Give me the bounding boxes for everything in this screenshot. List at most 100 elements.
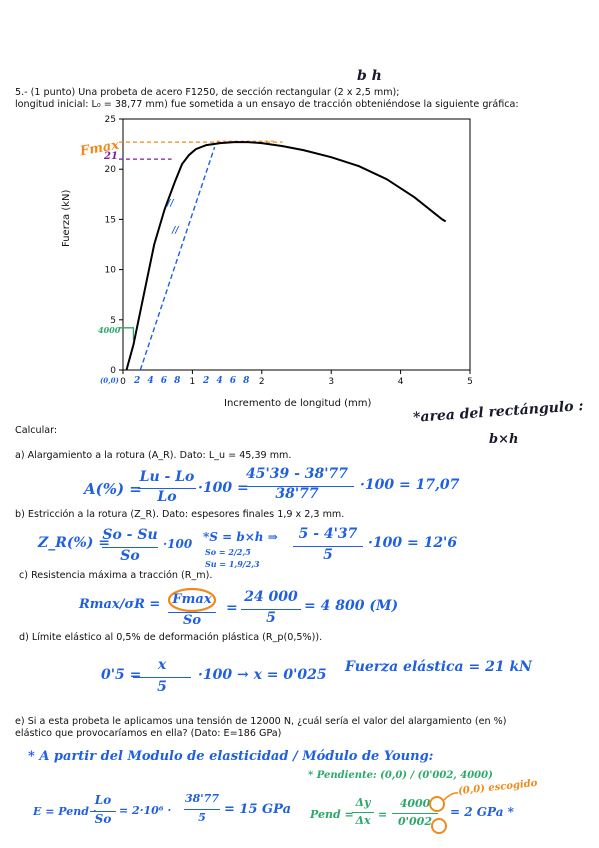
- qd-frac1: x 5: [132, 657, 192, 695]
- qe-frac2: 38'77 5: [182, 792, 222, 824]
- qe-pend-lhs: Pend =: [310, 808, 354, 821]
- tensile-chart: 0 1 2 3 4 5 0 5 10 15 20 25: [105, 115, 473, 387]
- qe-pend-num: Δy: [355, 796, 371, 809]
- qa-frac2: 45'39 - 38'77 38'77: [238, 466, 356, 502]
- qd-num1: x: [157, 657, 167, 673]
- qa-den1: Lo: [157, 489, 177, 505]
- qd-bar1: [133, 677, 191, 678]
- chart-frame: [122, 118, 471, 371]
- qc-lhs: Rmax/σR =: [79, 597, 161, 612]
- parallel-mark-1: //: [167, 199, 174, 209]
- question-a: a) Alargamiento a la rotura (A_R). Dato:…: [15, 450, 292, 461]
- x-tick-label: 3: [328, 377, 334, 387]
- origin-annotation: (0,0): [100, 376, 119, 385]
- qc-frac1: Fmax So: [165, 592, 219, 628]
- qe-lhs: E = Pend ·: [33, 805, 97, 818]
- qe-num1: Lo: [94, 793, 112, 807]
- qe-result: = 15 GPa: [224, 802, 291, 817]
- qe-pend-frac2: 4000 0'002: [390, 797, 440, 828]
- qe-heading: * A partir del Modulo de elasticidad / M…: [28, 749, 434, 764]
- qc-num2: 24 000: [244, 589, 298, 605]
- qe-frac1: Lo So: [89, 793, 117, 826]
- qc-den1: So: [182, 613, 202, 628]
- y-tick-label: 10: [105, 266, 117, 276]
- qe-pend-eq: =: [378, 808, 388, 821]
- qe-pend-den: Δx: [355, 814, 371, 827]
- qe-den2: 5: [198, 811, 206, 824]
- qd-den1: 5: [157, 679, 167, 695]
- y-tick-label: 25: [105, 115, 116, 125]
- calcular-label: Calcular:: [15, 425, 58, 436]
- parallel-mark-2: //: [172, 226, 179, 236]
- f21-annotation: 21: [104, 151, 118, 162]
- y-tick-label: 0: [110, 366, 116, 376]
- origin-arrow: [443, 792, 459, 801]
- qe-pend-bar2: [392, 813, 438, 814]
- qa-result: ·100 = 17,07: [360, 477, 460, 493]
- problem-line-1: 5.- (1 punto) Una probeta de acero F1250…: [15, 87, 400, 98]
- plot-area: [122, 118, 471, 371]
- qd-result: ·100 → x = 0'025: [198, 667, 327, 683]
- qc-den2: 5: [266, 610, 276, 626]
- question-e-line-1: e) Si a esta probeta le aplicamos una te…: [15, 716, 507, 727]
- qa-bar2: [240, 486, 354, 487]
- qe-pend-result: = 2 GPa *: [450, 805, 514, 819]
- qe-den1: So: [94, 812, 112, 826]
- qb-bar2: [293, 546, 363, 547]
- x-axis-label: Incremento de longitud (mm): [224, 398, 372, 409]
- qc-bar2: [241, 609, 301, 610]
- x-tick-label: 0: [120, 377, 126, 387]
- qb-frac2: 5 - 4'37 5: [292, 526, 364, 563]
- qb-note1: *S = b×h ⇒: [203, 530, 278, 544]
- question-d: d) Límite elástico al 0,5% de deformació…: [19, 632, 323, 643]
- chart-annotations: [119, 140, 283, 371]
- problem-line-2: longitud inicial: L₀ = 38,77 mm) fue som…: [15, 99, 519, 110]
- qd-note: Fuerza elástica = 21 kN: [345, 659, 532, 675]
- qc-num1: Fmax: [172, 592, 212, 607]
- qb-mul1: ·100: [163, 537, 193, 551]
- qb-note2: So = 2/2,5: [205, 547, 251, 557]
- qb-result: ·100 = 12'6: [368, 535, 458, 551]
- qc-result: = 4 800 (M): [304, 598, 399, 614]
- chart-ticks: 0 1 2 3 4 5 0 5 10 15 20 25: [105, 115, 473, 387]
- minor-ticks-1: 2 4 6 8: [134, 376, 183, 386]
- qe-pend-bar1: [352, 812, 374, 813]
- qe-pend-note: * Pendiente: (0,0) / (0'002, 4000): [308, 770, 493, 781]
- question-e-line-2: elástico que provocaríamos en ella? (Dat…: [15, 728, 282, 739]
- qc-bar1: [168, 612, 216, 613]
- qb-den2: 5: [323, 547, 333, 563]
- qa-num2: 45'39 - 38'77: [245, 466, 349, 482]
- qb-frac1: So - Su So: [101, 527, 159, 564]
- qe-bar1: [90, 811, 116, 812]
- qb-num1: So - Su: [102, 527, 158, 543]
- qa-den2: 38'77: [275, 486, 319, 502]
- qe-pend-den2: 0'002: [398, 815, 432, 828]
- f4000-annotation: 4000: [98, 325, 121, 335]
- chart-series: [125, 141, 447, 371]
- qb-bar1: [102, 547, 158, 548]
- minor-ticks-2: 2 4 6 8: [203, 376, 252, 386]
- qe-mid: = 2·10⁶ ·: [119, 804, 172, 817]
- qe-pend-frac1: Δy Δx: [352, 796, 374, 827]
- x-tick-label: 1: [190, 377, 196, 387]
- qa-frac1: Lu - Lo Lo: [137, 469, 197, 505]
- x-tick-label: 2: [259, 377, 265, 387]
- y-axis-label: Fuerza (kN): [61, 189, 72, 247]
- qc-eq: =: [226, 600, 238, 616]
- qe-pend-num2: 4000: [399, 797, 431, 810]
- qa-lhs: A(%) =: [84, 480, 142, 498]
- qc-frac2: 24 000 5: [240, 589, 302, 626]
- y-tick-label: 15: [105, 215, 116, 225]
- qe-num2: 38'77: [185, 792, 219, 805]
- qb-num2: 5 - 4'37: [298, 526, 358, 542]
- offset-dashed-line: [139, 146, 216, 371]
- qa-mul1: ·100 =: [198, 480, 249, 496]
- rect-area-formula: b×h: [489, 432, 519, 447]
- qe-bar2: [184, 809, 220, 810]
- x-tick-label: 5: [467, 377, 473, 387]
- qa-num1: Lu - Lo: [139, 469, 195, 485]
- question-b: b) Estricción a la rotura (Z_R). Dato: e…: [15, 509, 345, 520]
- qd-lhs: 0'5 =: [101, 667, 142, 683]
- qa-bar1: [138, 488, 196, 489]
- bh-note: b h: [357, 68, 382, 84]
